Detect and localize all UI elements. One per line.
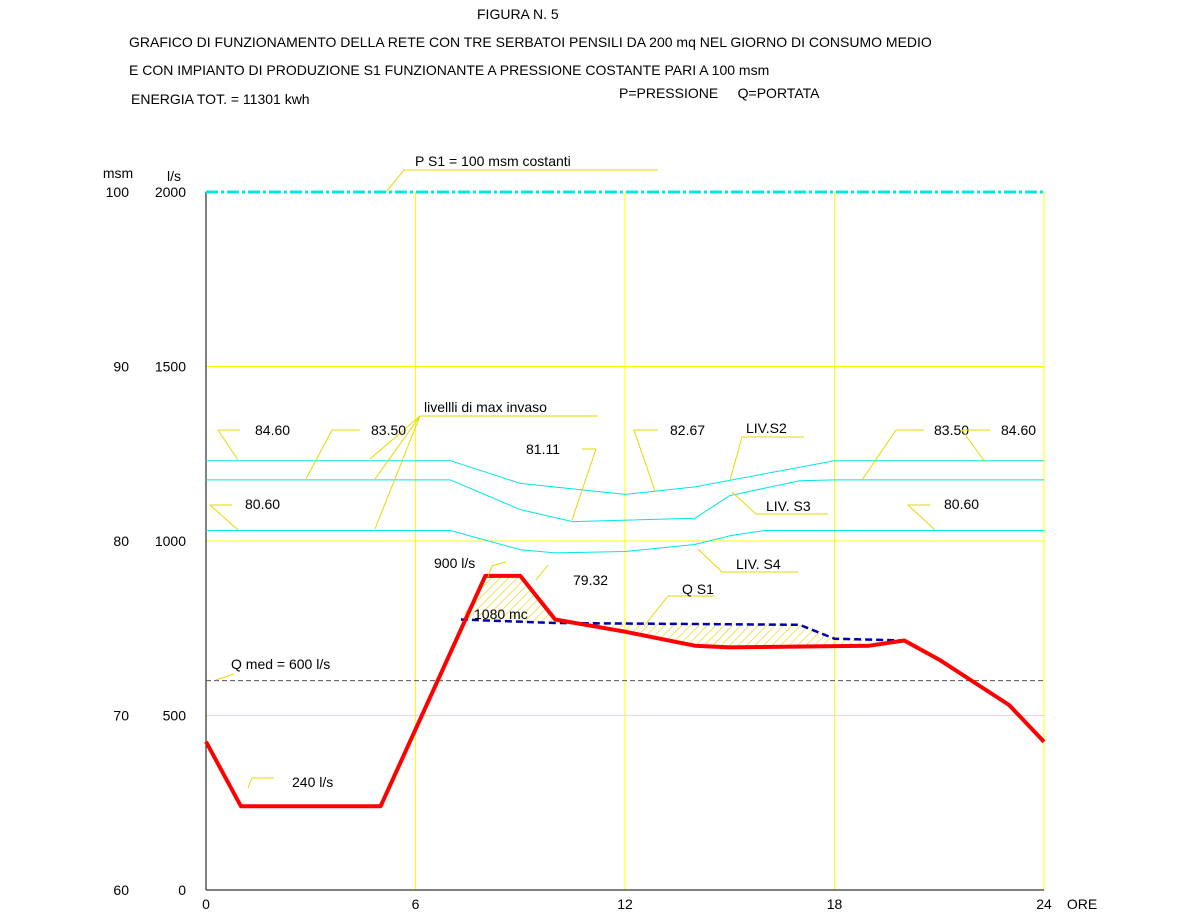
leader-max-invaso-s2 [369,415,421,460]
annotation-8267: 82.67 [670,422,705,438]
annotation-8460-left: 84.60 [255,422,290,438]
chart-title-line-2: E CON IMPIANTO DI PRODUZIONE S1 FUNZIONA… [129,62,770,78]
legend-abbreviations: P=PRESSIONE Q=PORTATA [619,85,820,101]
y-tick-label-msm: 90 [113,359,129,375]
leader-900 [487,561,507,578]
leader-7932 [535,564,549,581]
y-tick-label-ls: 1500 [155,359,186,375]
y-tick-label-ls: 2000 [155,184,186,200]
annotation-8350-right: 83.50 [934,422,969,438]
leader-8060-left [209,504,239,531]
qs1-line [460,618,905,642]
storage-area-hatch [460,619,905,648]
annotation-7932: 79.32 [573,572,608,588]
chart-title-line-1: GRAFICO DI FUNZIONAMENTO DELLA RETE CON … [129,34,932,50]
y-tick-label-ls: 1000 [155,533,186,549]
leader-qmed [215,673,235,681]
annotation-liv-s4: LIV. S4 [736,556,781,572]
leader-liv-s2 [729,436,804,481]
annotation-240: 240 l/s [292,774,333,790]
y-tick-label-msm: 60 [113,882,129,898]
x-tick-label: 6 [412,896,420,912]
leader-max-invaso-s4 [374,415,421,530]
leader-qs1 [643,595,714,627]
annotation-8060-left: 80.60 [245,496,280,512]
annotation-liv-s2: LIV.S2 [746,420,787,436]
leader-liv-s4 [697,548,798,573]
level-s3-line [206,479,1044,523]
y-tick-label-msm: 100 [106,184,130,200]
leader-max-invaso-s3 [374,415,421,480]
annotation-8460-right: 84.60 [1001,422,1036,438]
leader-8060-right [907,504,936,531]
x-tick-label: 18 [827,896,843,912]
level-s4-line [206,530,1044,554]
leader-8460-right [961,429,990,463]
leader-240 [247,777,274,789]
y-tick-label-msm: 70 [113,708,129,724]
y-axis-unit-ls: l/s [167,168,181,184]
y-tick-label-ls: 0 [178,882,186,898]
annotation-qmed: Q med = 600 l/s [231,656,330,672]
x-axis-unit: ORE [1067,896,1097,912]
leader-8111 [571,448,597,521]
leader-8350-left [305,429,360,480]
annotation-900: 900 l/s [434,555,475,571]
flow-line [204,573,1046,809]
leader-pressure [385,169,658,193]
level-s2-line [206,460,1044,495]
y-tick-label-ls: 500 [163,708,187,724]
y-axis-unit-msm: msm [103,165,133,181]
leader-8460-left [217,429,240,461]
peak-area-hatch [460,575,556,620]
annotation-qs1: Q S1 [682,581,714,597]
annotation-max-invaso: livellli di max invaso [424,399,547,415]
leader-8350-right [861,429,924,481]
y-tick-label-msm: 80 [113,533,129,549]
x-tick-label: 0 [202,896,210,912]
annotation-pressure: P S1 = 100 msm costanti [415,153,571,169]
leader-liv-s3 [731,491,828,515]
x-tick-label: 12 [617,896,633,912]
annotation-8111: 81.11 [526,441,560,457]
figure-number: FIGURA N. 5 [477,6,559,22]
annotation-liv-s3: LIV. S3 [766,498,811,514]
annotation-8060-right: 80.60 [944,496,979,512]
x-tick-label: 24 [1036,896,1052,912]
leader-8267 [633,429,658,492]
annotation-1080-mc: 1080 mc [474,606,528,622]
energy-total: ENERGIA TOT. = 11301 kwh [131,91,310,107]
annotation-8350-left: 83.50 [371,422,406,438]
